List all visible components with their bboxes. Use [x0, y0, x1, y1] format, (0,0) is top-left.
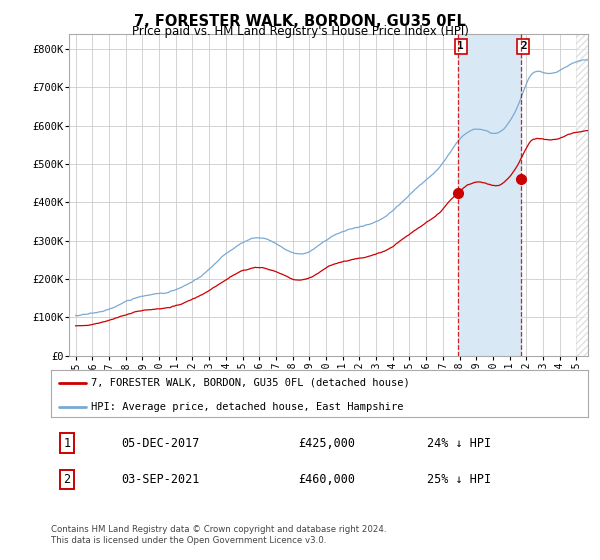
- Text: £460,000: £460,000: [298, 473, 355, 486]
- Text: Contains HM Land Registry data © Crown copyright and database right 2024.
This d: Contains HM Land Registry data © Crown c…: [51, 525, 386, 545]
- Text: Price paid vs. HM Land Registry's House Price Index (HPI): Price paid vs. HM Land Registry's House …: [131, 25, 469, 38]
- Text: 05-DEC-2017: 05-DEC-2017: [121, 437, 199, 450]
- Text: £425,000: £425,000: [298, 437, 355, 450]
- Text: 1: 1: [457, 41, 464, 52]
- Text: 7, FORESTER WALK, BORDON, GU35 0FL: 7, FORESTER WALK, BORDON, GU35 0FL: [134, 14, 466, 29]
- Text: 2: 2: [64, 473, 71, 486]
- Bar: [458, 34, 521, 356]
- Text: 2: 2: [520, 41, 527, 52]
- Bar: [577, 34, 596, 356]
- Text: 7, FORESTER WALK, BORDON, GU35 0FL (detached house): 7, FORESTER WALK, BORDON, GU35 0FL (deta…: [91, 378, 410, 388]
- Text: 1: 1: [64, 437, 71, 450]
- Text: 25% ↓ HPI: 25% ↓ HPI: [427, 473, 491, 486]
- Text: 24% ↓ HPI: 24% ↓ HPI: [427, 437, 491, 450]
- Text: HPI: Average price, detached house, East Hampshire: HPI: Average price, detached house, East…: [91, 402, 404, 412]
- Text: 03-SEP-2021: 03-SEP-2021: [121, 473, 199, 486]
